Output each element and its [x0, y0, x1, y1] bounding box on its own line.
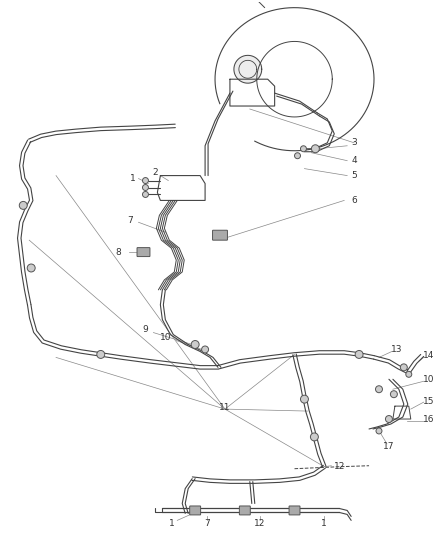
- Circle shape: [300, 395, 308, 403]
- Text: 7: 7: [128, 216, 134, 225]
- FancyBboxPatch shape: [190, 506, 201, 515]
- Text: 9: 9: [143, 325, 148, 334]
- Polygon shape: [234, 55, 262, 83]
- Text: 8: 8: [116, 248, 121, 256]
- Circle shape: [97, 351, 105, 358]
- Text: 2: 2: [152, 168, 158, 177]
- Text: 17: 17: [383, 442, 395, 451]
- Circle shape: [375, 386, 382, 393]
- Circle shape: [400, 364, 407, 371]
- FancyBboxPatch shape: [212, 230, 227, 240]
- Circle shape: [300, 146, 307, 152]
- FancyBboxPatch shape: [240, 506, 250, 515]
- Circle shape: [142, 177, 148, 183]
- FancyBboxPatch shape: [137, 248, 150, 256]
- Circle shape: [406, 372, 412, 377]
- Circle shape: [201, 346, 208, 353]
- Text: 6: 6: [351, 196, 357, 205]
- Circle shape: [294, 153, 300, 159]
- Circle shape: [376, 428, 382, 434]
- Text: 12: 12: [334, 462, 345, 471]
- Circle shape: [191, 341, 199, 349]
- Text: 1: 1: [130, 174, 135, 183]
- Circle shape: [385, 416, 392, 423]
- Text: 5: 5: [351, 171, 357, 180]
- FancyBboxPatch shape: [289, 506, 300, 515]
- Circle shape: [311, 145, 319, 153]
- Text: 12: 12: [254, 519, 265, 528]
- Text: 4: 4: [351, 156, 357, 165]
- Circle shape: [390, 391, 397, 398]
- Text: 10: 10: [159, 333, 171, 342]
- Circle shape: [27, 264, 35, 272]
- Text: 11: 11: [219, 402, 231, 411]
- Text: 1: 1: [170, 519, 175, 528]
- Text: 1: 1: [321, 519, 327, 528]
- Text: 15: 15: [423, 397, 434, 406]
- Text: 7: 7: [204, 519, 210, 528]
- Circle shape: [19, 201, 27, 209]
- Text: 13: 13: [391, 345, 403, 354]
- Circle shape: [142, 184, 148, 190]
- Text: 3: 3: [351, 138, 357, 147]
- Text: 16: 16: [423, 415, 434, 424]
- Text: 10: 10: [423, 375, 434, 384]
- Circle shape: [355, 351, 363, 358]
- Circle shape: [311, 433, 318, 441]
- Circle shape: [142, 191, 148, 197]
- Text: 14: 14: [423, 351, 434, 360]
